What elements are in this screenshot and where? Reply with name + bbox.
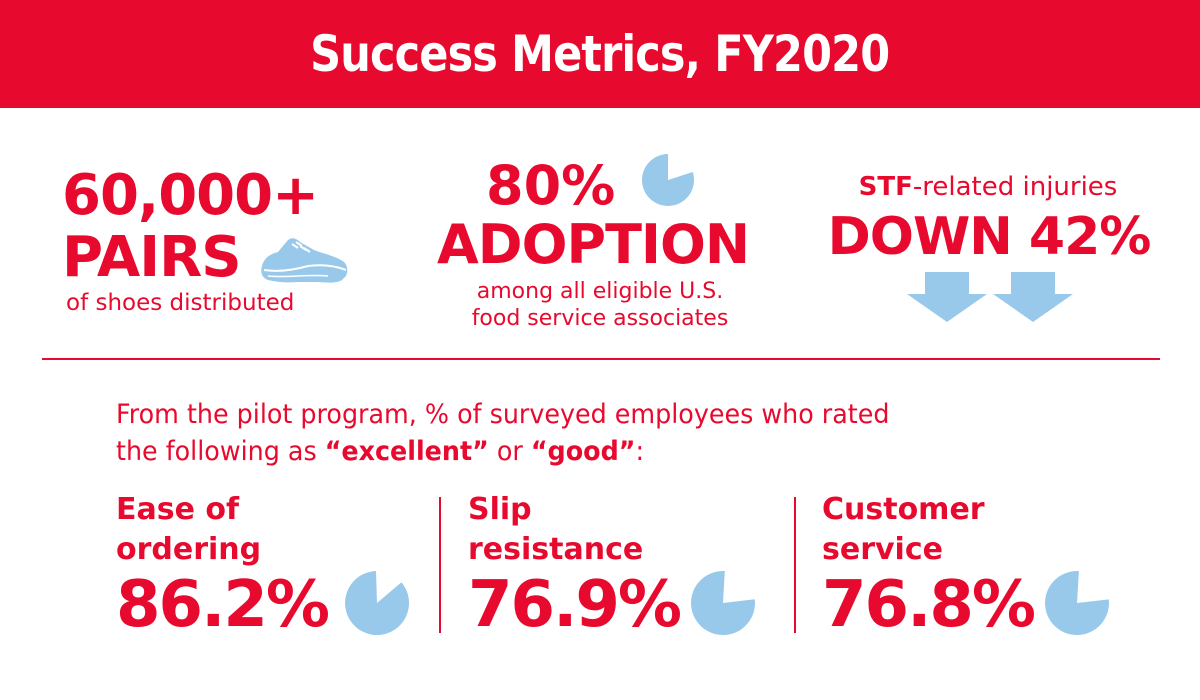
metric-label-line1: Customer	[822, 492, 985, 527]
metric-label-line2: ordering	[116, 532, 262, 567]
survey-intro-line2: the following as “excellent” or “good”:	[116, 433, 889, 470]
adoption-percent: 80%	[486, 154, 616, 217]
intro-end: :	[635, 436, 645, 467]
adoption-subtitle: among all eligible U.S. food service ass…	[420, 278, 780, 332]
header-banner: Success Metrics, FY2020	[0, 0, 1200, 108]
survey-intro-line1: From the pilot program, % of surveyed em…	[116, 399, 890, 430]
metric-customer-service: Customer service 76.8%	[822, 490, 1036, 642]
injuries-headline: DOWN 42%	[827, 207, 1152, 267]
metric-value: 76.8%	[822, 568, 1036, 642]
injuries-caption-rest: -related injuries	[912, 172, 1118, 202]
pie-chart-icon	[642, 153, 694, 206]
intro-text: the following as	[116, 436, 325, 467]
metric-ease-of-ordering: Ease of ordering 86.2%	[116, 490, 330, 642]
section-divider	[42, 358, 1160, 360]
metric-slip-resistance: Slip resistance 76.9%	[468, 490, 682, 642]
column-divider	[439, 497, 441, 633]
column-divider	[794, 497, 796, 633]
down-arrows-icon	[907, 272, 1073, 322]
pie-chart-icon	[691, 571, 755, 635]
metric-label-line1: Slip	[468, 492, 532, 527]
page-title: Success Metrics, FY2020	[310, 25, 890, 83]
adoption-subtitle-line2: food service associates	[471, 306, 729, 331]
survey-intro: From the pilot program, % of surveyed em…	[116, 396, 889, 470]
metric-value: 76.9%	[468, 568, 682, 642]
intro-connector: or	[488, 436, 531, 467]
pie-chart-icon	[345, 571, 410, 636]
shoes-subtitle: of shoes distributed	[66, 290, 295, 316]
injuries-caption: STF-related injuries	[818, 172, 1158, 202]
adoption-label: ADOPTION	[437, 213, 750, 276]
sneaker-icon	[261, 238, 348, 283]
shoes-count: 60,000+	[62, 163, 319, 228]
term-good: “good”	[530, 436, 636, 467]
metric-label-line2: resistance	[468, 532, 644, 567]
metric-label-line2: service	[822, 532, 943, 567]
metric-value: 86.2%	[116, 568, 330, 642]
shoes-unit: PAIRS	[62, 225, 242, 290]
term-excellent: “excellent”	[324, 436, 489, 467]
stf-abbrev: STF	[858, 172, 913, 202]
metric-label-line1: Ease of	[116, 492, 240, 527]
pie-chart-icon	[1045, 571, 1109, 635]
adoption-subtitle-line1: among all eligible U.S.	[476, 279, 724, 304]
